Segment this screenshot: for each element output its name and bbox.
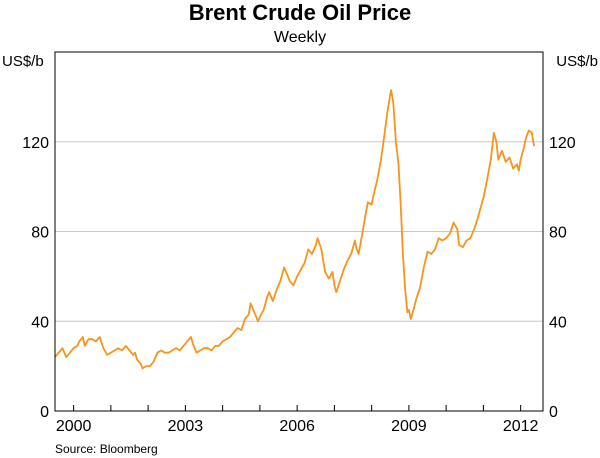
y-tick-label-right-0: 0 (549, 404, 558, 421)
chart-title: Brent Crude Oil Price (189, 0, 412, 25)
y-tick-label-left-40: 40 (31, 314, 49, 331)
y-tick-label-right-120: 120 (549, 135, 576, 152)
x-tick-label-2000: 2000 (56, 418, 92, 435)
right-axis-unit: US$/b (556, 53, 598, 70)
series-line-brent-price (54, 89, 535, 370)
x-axis-labels: 2000 2003 2006 2009 2012 (56, 418, 539, 435)
gridlines (55, 141, 543, 322)
x-tick-label-2006: 2006 (279, 418, 315, 435)
y-axis-labels: 0 0 40 40 80 80 120 120 (22, 135, 576, 421)
x-tick-label-2012: 2012 (503, 418, 539, 435)
x-axis-ticks (73, 405, 522, 411)
y-tick-label-right-80: 80 (549, 225, 567, 242)
y-tick-label-right-40: 40 (549, 314, 567, 331)
source-note: Source: Bloomberg (55, 442, 158, 456)
x-tick-label-2003: 2003 (168, 418, 204, 435)
y-tick-label-left-80: 80 (31, 225, 49, 242)
plot-frame (54, 51, 544, 412)
x-tick-label-2009: 2009 (391, 418, 427, 435)
chart-subtitle: Weekly (274, 29, 326, 46)
left-axis-unit: US$/b (2, 53, 44, 70)
y-tick-label-left-120: 120 (22, 135, 49, 152)
y-tick-label-left-0: 0 (40, 404, 49, 421)
